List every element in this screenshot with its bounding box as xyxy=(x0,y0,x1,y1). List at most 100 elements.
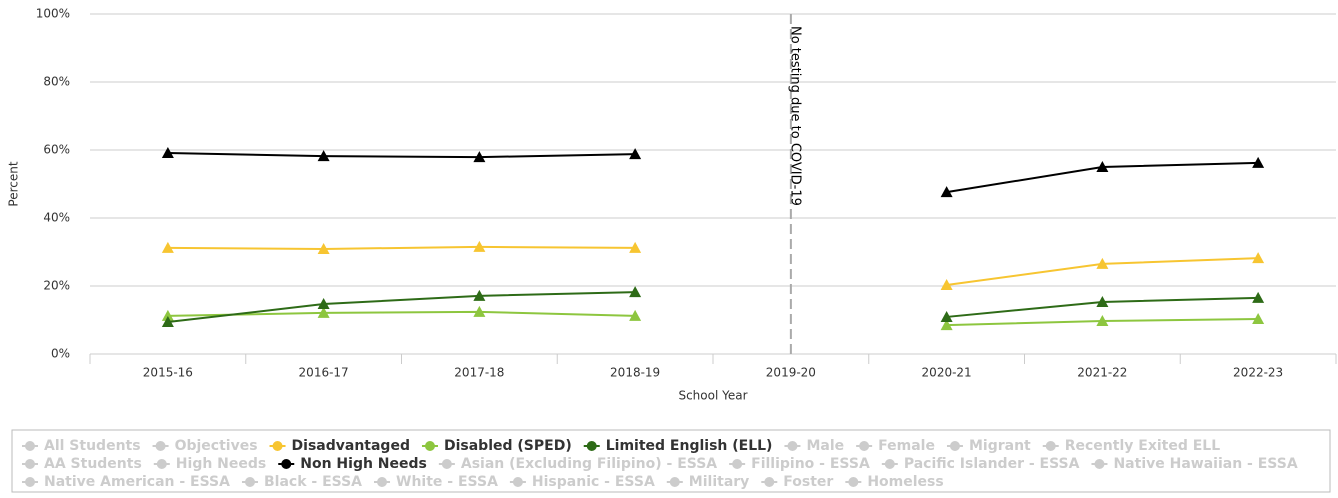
marker xyxy=(473,151,486,163)
legend-label: AA Students xyxy=(44,456,142,472)
legend-label: Disabled (SPED) xyxy=(444,438,572,454)
marker xyxy=(161,147,174,159)
legend-symbol xyxy=(949,441,960,451)
x-tick-label: 2022-23 xyxy=(1233,366,1283,380)
annotation: No testing due to COVID-19 xyxy=(787,26,802,206)
legend-symbol xyxy=(884,459,895,469)
legend-label: Asian (Excluding Filipino) - ESSA xyxy=(461,456,717,472)
legend-symbol xyxy=(244,477,255,487)
legend-label: Disadvantaged xyxy=(292,438,410,454)
legend-symbol xyxy=(25,441,35,451)
legend-item[interactable]: Foster xyxy=(761,474,833,490)
marker xyxy=(940,186,953,198)
marker xyxy=(317,150,330,162)
x-tick-label: 2019-20 xyxy=(766,366,816,380)
legend-item[interactable]: Objectives xyxy=(152,438,258,454)
legend-item[interactable]: All Students xyxy=(22,438,141,454)
legend-symbol xyxy=(787,441,798,451)
marker xyxy=(161,309,174,321)
marker xyxy=(1252,312,1265,324)
marker xyxy=(940,310,953,322)
legend-symbol xyxy=(859,441,870,451)
legend-symbol xyxy=(272,441,283,451)
legend-label: White - ESSA xyxy=(396,474,498,490)
legend-label: Military xyxy=(689,474,750,490)
marker xyxy=(1252,291,1265,303)
x-tick-label: 2017-18 xyxy=(454,366,504,380)
legend-item[interactable]: Female xyxy=(856,438,935,454)
legend-item[interactable]: Hispanic - ESSA xyxy=(509,474,655,490)
legend-label: Migrant xyxy=(969,438,1031,454)
marker xyxy=(1096,295,1109,307)
legend-item[interactable]: Disadvantaged xyxy=(269,438,410,454)
legend-symbol xyxy=(1094,459,1105,469)
legend-item[interactable]: Black - ESSA xyxy=(241,474,362,490)
legend-item[interactable]: Asian (Excluding Filipino) - ESSA xyxy=(438,456,717,472)
legend-label: Pacific Islander - ESSA xyxy=(904,456,1080,472)
legend-symbol xyxy=(377,477,388,487)
x-tick-label: 2016-17 xyxy=(299,366,349,380)
legend-label: High Needs xyxy=(176,456,266,472)
marker xyxy=(940,278,953,290)
marker xyxy=(161,241,174,253)
legend-item[interactable]: High Needs xyxy=(153,456,266,472)
legend-symbol xyxy=(512,477,523,487)
legend-item[interactable]: Non High Needs xyxy=(278,456,427,472)
y-tick-label: 0% xyxy=(51,347,70,361)
legend-item[interactable]: Disabled (SPED) xyxy=(421,438,572,454)
marker xyxy=(1252,252,1265,264)
legend-label: Non High Needs xyxy=(300,456,427,472)
legend-item[interactable]: AA Students xyxy=(22,456,142,472)
legend-label: Recently Exited ELL xyxy=(1065,438,1220,454)
marker xyxy=(161,316,174,328)
y-tick-label: 80% xyxy=(43,75,70,89)
legend-item[interactable]: Limited English (ELL) xyxy=(583,438,773,454)
legend-label: Foster xyxy=(783,474,833,490)
legend-symbol xyxy=(156,459,167,469)
x-tick-label: 2018-19 xyxy=(610,366,660,380)
legend-item[interactable]: Recently Exited ELL xyxy=(1042,438,1220,454)
legend-item[interactable]: Native American - ESSA xyxy=(22,474,230,490)
legend-label: Black - ESSA xyxy=(264,474,362,490)
legend-symbol xyxy=(732,459,743,469)
y-axis-title: Percent xyxy=(7,161,21,206)
legend-symbol xyxy=(764,477,775,487)
legend-item[interactable]: Military xyxy=(666,474,750,490)
marker xyxy=(1096,161,1109,172)
marker xyxy=(473,305,486,317)
y-tick-label: 60% xyxy=(43,143,70,157)
x-tick-label: 2020-21 xyxy=(922,366,972,380)
legend-symbol xyxy=(281,459,292,469)
legend-symbol xyxy=(25,477,35,487)
marker xyxy=(1096,257,1109,269)
legend-label: Fillipino - ESSA xyxy=(751,456,870,472)
legend-item[interactable]: Fillipino - ESSA xyxy=(729,456,870,472)
legend-item[interactable]: Pacific Islander - ESSA xyxy=(881,456,1080,472)
legend-item[interactable]: Homeless xyxy=(845,474,944,490)
legend-item[interactable]: White - ESSA xyxy=(374,474,498,490)
y-tick-label: 40% xyxy=(43,211,70,225)
legend-symbol xyxy=(586,441,597,451)
legend-label: Hispanic - ESSA xyxy=(532,474,655,490)
marker xyxy=(629,148,642,160)
marker xyxy=(629,309,642,321)
legend-label: All Students xyxy=(44,438,141,454)
marker xyxy=(473,240,486,252)
legend-symbol xyxy=(669,477,680,487)
legend-symbol xyxy=(155,441,166,451)
y-tick-label: 100% xyxy=(36,7,70,21)
legend-symbol xyxy=(848,477,859,487)
legend-label: Limited English (ELL) xyxy=(606,438,773,454)
legend-label: Homeless xyxy=(867,474,943,490)
marker xyxy=(1096,315,1109,327)
marker xyxy=(629,241,642,253)
marker xyxy=(317,242,330,254)
legend-item[interactable]: Migrant xyxy=(946,438,1031,454)
legend-item[interactable]: Native Hawaiian - ESSA xyxy=(1091,456,1298,472)
legend-label: Male xyxy=(806,438,844,454)
x-tick-label: 2021-22 xyxy=(1077,366,1127,380)
legend-item[interactable]: Male xyxy=(784,438,844,454)
marker xyxy=(1252,156,1265,168)
